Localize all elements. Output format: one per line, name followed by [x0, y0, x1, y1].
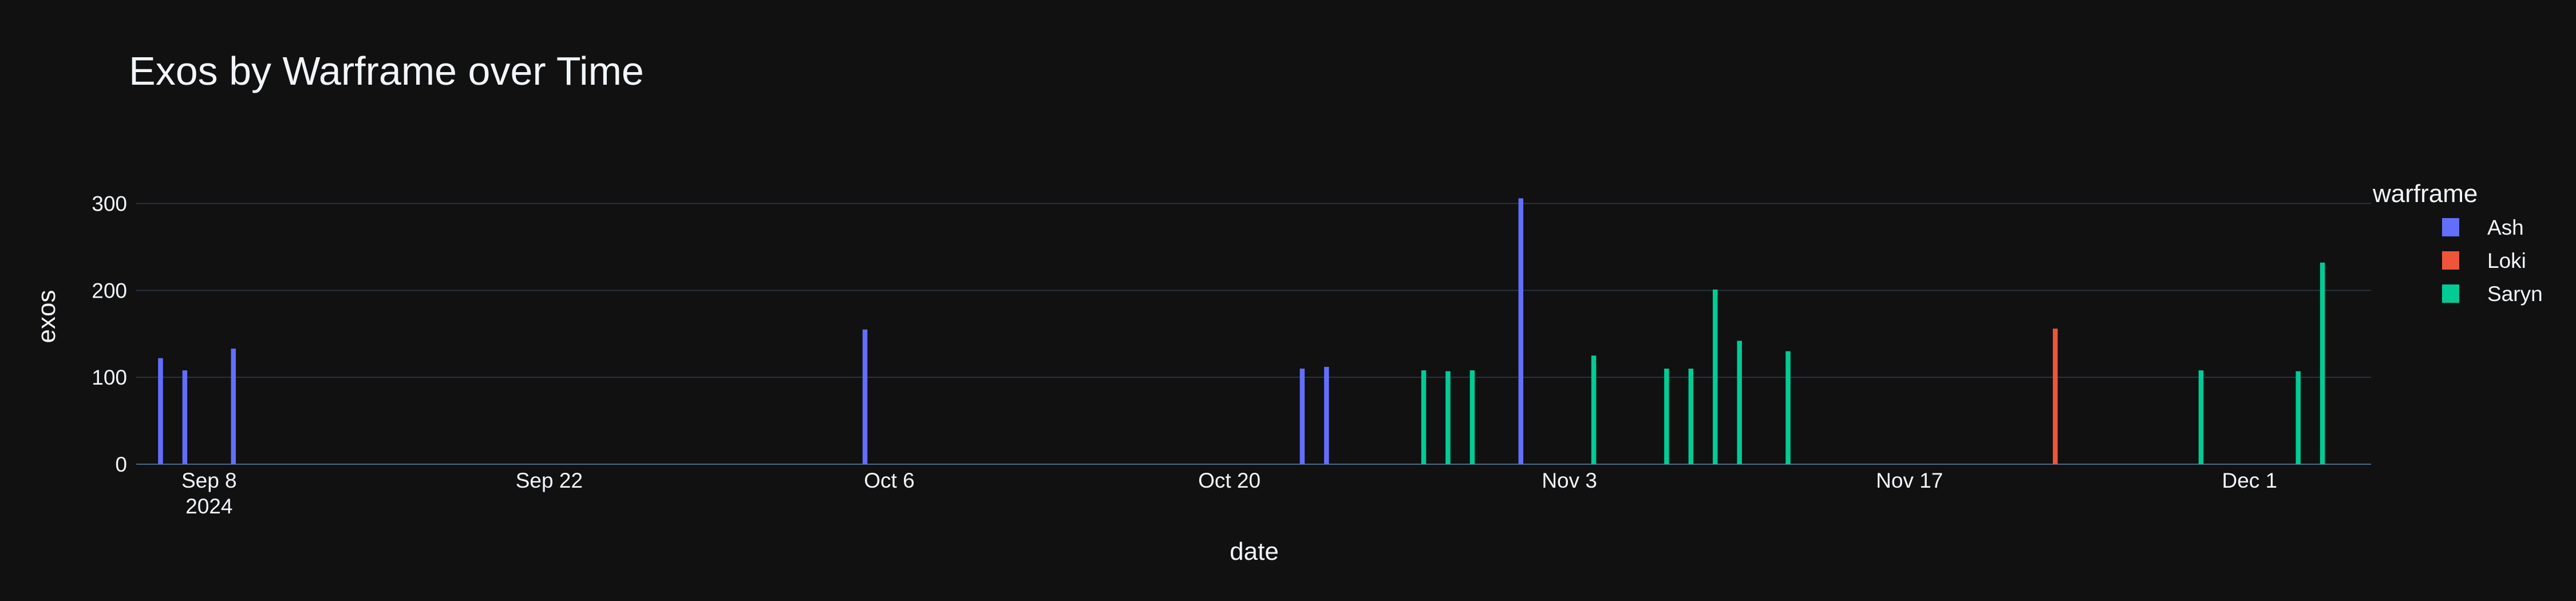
bar-ash — [1518, 198, 1524, 464]
x-tick-label: Oct 20 — [1198, 469, 1261, 492]
y-tick-label: 200 — [92, 279, 127, 302]
bar-saryn — [2320, 262, 2325, 464]
x-tick-label: Oct 6 — [864, 469, 914, 492]
bar-saryn — [1785, 351, 1791, 464]
bar-ash — [231, 349, 236, 464]
bar-saryn — [1421, 370, 1427, 464]
bar-loki — [2053, 329, 2058, 464]
x-axis: Sep 8 2024 Sep 22 Oct 6 Oct 20 Nov 3 Nov 17 Dec… — [181, 469, 2277, 518]
legend-title: warframe — [2372, 180, 2478, 208]
bar-ash — [1299, 369, 1305, 464]
bar-saryn — [1445, 371, 1451, 464]
legend-swatch-ash — [2442, 218, 2459, 236]
y-tick-label: 100 — [92, 366, 127, 389]
bar-saryn — [1591, 355, 1597, 464]
bar-ash — [862, 329, 868, 464]
legend-swatch-saryn — [2442, 284, 2459, 303]
x-tick-label: Sep 22 — [516, 469, 583, 492]
y-axis-title: exos — [33, 290, 61, 343]
bar-saryn — [1713, 289, 1718, 464]
bar-saryn — [2198, 370, 2204, 464]
bar-ash — [182, 370, 188, 464]
x-tick-label: Sep 8 — [181, 469, 237, 492]
x-tick-label: Nov 17 — [1876, 469, 1943, 492]
bar-saryn — [2296, 371, 2301, 464]
bar-saryn — [1664, 369, 1669, 464]
legend-swatch-loki — [2442, 251, 2459, 270]
chart-title: Exos by Warframe over Time — [129, 49, 644, 93]
x-tick-label: Dec 1 — [2222, 469, 2277, 492]
bar-saryn — [1469, 370, 1475, 464]
legend: warframe Ash Loki Saryn — [2372, 180, 2543, 306]
bar-saryn — [1737, 341, 1742, 464]
x-tick-label: Nov 3 — [1542, 469, 1597, 492]
gridlines — [136, 203, 2371, 465]
legend-label-saryn: Saryn — [2487, 282, 2543, 306]
y-tick-label: 0 — [115, 453, 127, 476]
x-tick-year-label: 2024 — [185, 495, 232, 518]
bar-saryn — [1688, 369, 1694, 464]
y-tick-label: 300 — [92, 192, 127, 216]
bar-ash — [158, 358, 163, 464]
bar-ash — [1324, 366, 1329, 464]
bars — [158, 198, 2325, 464]
x-axis-title: date — [1230, 537, 1279, 566]
legend-label-ash: Ash — [2487, 216, 2524, 239]
legend-label-loki: Loki — [2487, 249, 2526, 272]
y-axis: 0 100 200 300 — [92, 192, 127, 476]
